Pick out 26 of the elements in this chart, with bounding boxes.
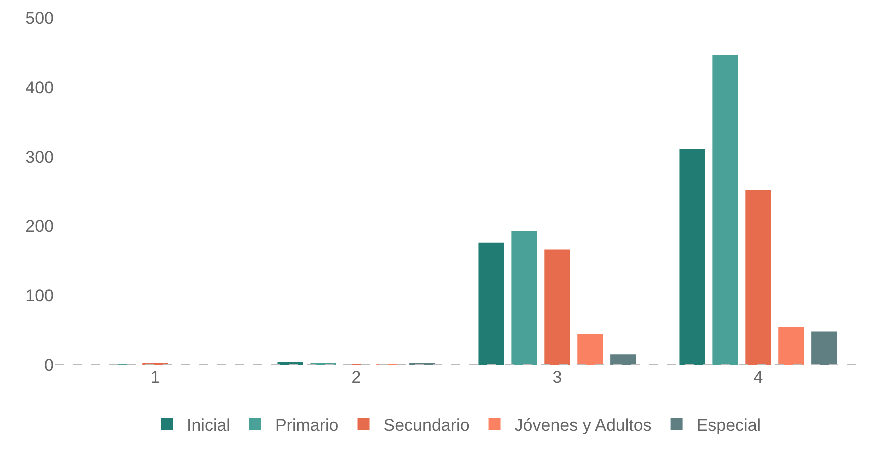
legend-label: Inicial: [187, 416, 230, 435]
bar: [512, 231, 538, 365]
bar: [610, 354, 636, 365]
bar: [680, 149, 706, 365]
y-tick-label: 200: [26, 217, 54, 236]
legend-label: Especial: [696, 416, 762, 435]
x-tick-label: 2: [352, 368, 362, 387]
y-tick-label: 100: [26, 286, 54, 306]
y-tick-label: 400: [26, 78, 54, 98]
bar: [478, 242, 504, 365]
bar: [578, 334, 604, 365]
y-tick-label: 0: [44, 356, 54, 375]
bar: [746, 190, 772, 365]
legend-label: Primario: [275, 416, 339, 435]
y-tick-label: 500: [26, 8, 54, 28]
x-tick-label: 1: [150, 368, 160, 387]
legend-label: Jóvenes y Adultos: [514, 416, 652, 435]
x-tick-label: 4: [754, 368, 764, 387]
bar: [544, 250, 570, 365]
bar: [778, 328, 804, 365]
bar: [712, 55, 738, 365]
legend-label: Secundario: [384, 416, 470, 435]
bar: [812, 332, 838, 365]
bar: [278, 362, 304, 365]
x-tick-label: 3: [552, 368, 562, 387]
y-tick-label: 300: [26, 148, 54, 167]
